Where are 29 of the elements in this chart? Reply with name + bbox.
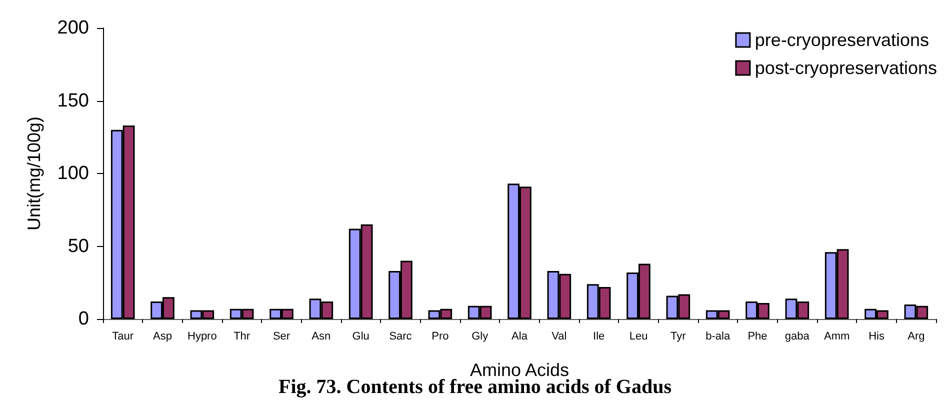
x-tick-label: Sarc <box>389 330 412 342</box>
x-tick-label: Val <box>552 330 567 342</box>
x-tick-label: Pro <box>432 330 449 342</box>
y-axis-title: Unit(mg/100g) <box>24 116 44 231</box>
x-tick-label: Asp <box>153 330 172 342</box>
x-tick-label: Leu <box>629 330 648 342</box>
x-tick-label: His <box>868 330 885 342</box>
x-tick-label: Tyr <box>670 330 686 342</box>
x-tick-label: gaba <box>784 330 810 342</box>
x-tick-label: Ser <box>272 330 290 342</box>
x-tick-label: b-ala <box>706 330 731 342</box>
y-tick-label: 100 <box>57 163 89 184</box>
x-tick-label: Hypro <box>187 330 217 342</box>
y-tick-label: 0 <box>78 308 89 330</box>
x-tick-label: Thr <box>234 330 250 342</box>
x-tick-label: Arg <box>908 330 925 342</box>
legend-label: pre-cryopreservations <box>754 30 930 50</box>
x-tick-label: Gly <box>472 330 489 342</box>
x-tick-label: Glu <box>352 330 370 342</box>
x-tick-label: Amm <box>824 330 850 342</box>
y-tick-label: 150 <box>57 90 89 112</box>
y-tick-label: 200 <box>57 18 89 38</box>
x-tick-label: Taur <box>112 330 134 342</box>
x-tick-label: Ala <box>512 330 528 342</box>
y-tick-label: 50 <box>68 236 89 257</box>
x-tick-label: Asn <box>312 330 331 342</box>
x-tick-label: Ile <box>593 330 605 342</box>
legend-label: post-cryopreservations <box>754 58 938 78</box>
x-tick-label: Phe <box>748 330 768 342</box>
